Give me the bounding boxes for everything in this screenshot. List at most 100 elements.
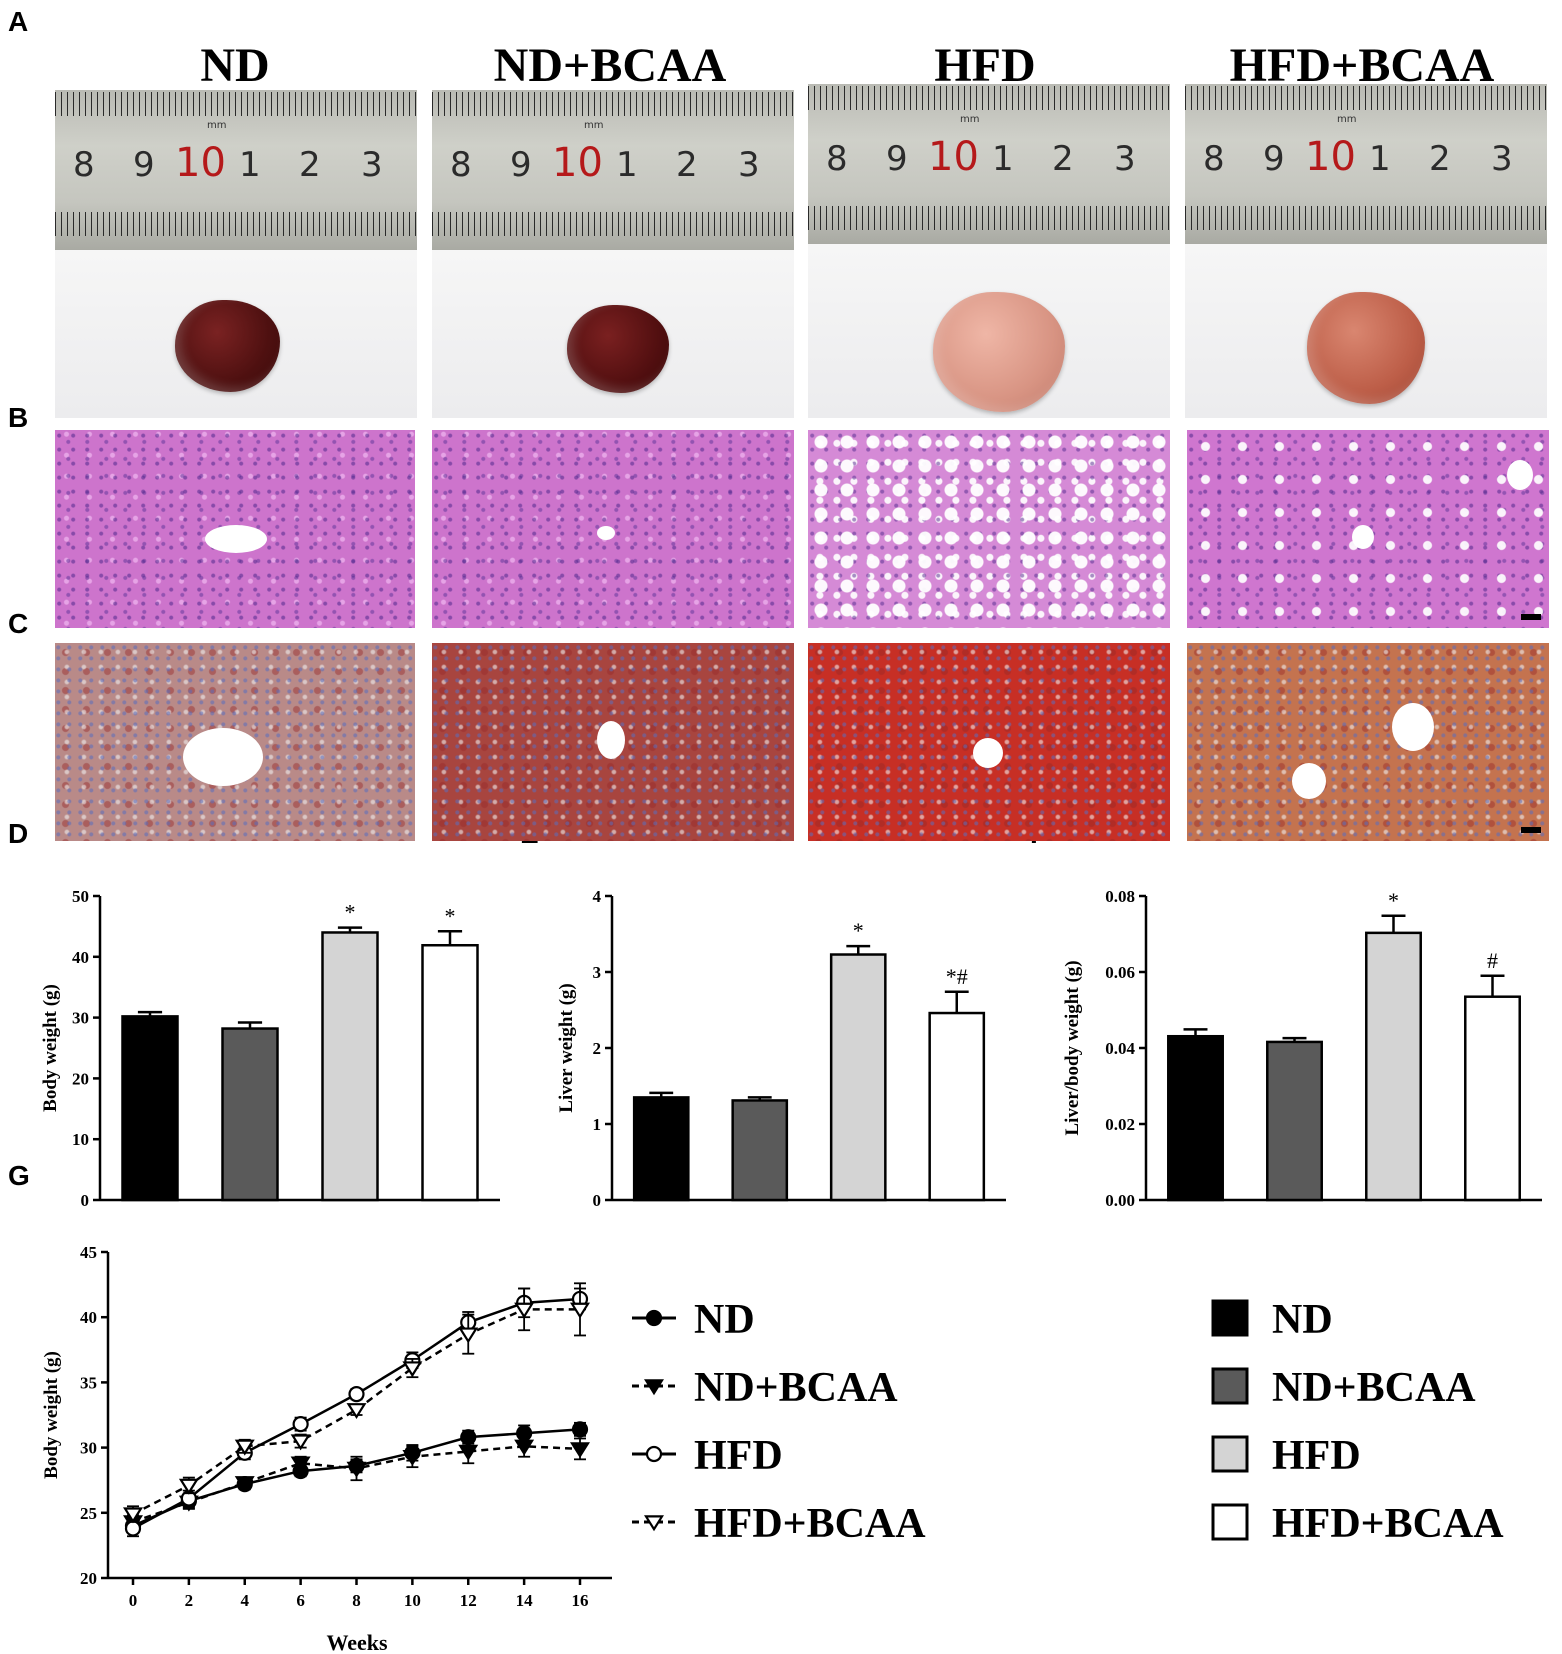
ruler: mm 8 9 10 1 2 3 bbox=[1185, 84, 1547, 244]
y-axis-label: Liver/body weight (g) bbox=[1062, 960, 1083, 1135]
legend-marker bbox=[644, 1515, 664, 1532]
ruler-ticks bbox=[55, 92, 417, 116]
bar bbox=[1464, 995, 1521, 1202]
data-point bbox=[571, 1421, 589, 1438]
liver-photo: mm 8 9 10 1 2 3 bbox=[808, 84, 1170, 418]
bar bbox=[1167, 1034, 1224, 1202]
legend-label: HFD+BCAA bbox=[1272, 1501, 1504, 1547]
x-tick-label: 2 bbox=[185, 1591, 194, 1610]
data-point bbox=[178, 1478, 199, 1495]
data-point bbox=[123, 1515, 143, 1532]
x-tick-label: 16 bbox=[572, 1591, 589, 1610]
ruler-number: 2 bbox=[1052, 139, 1074, 179]
liver-specimen bbox=[1307, 292, 1425, 404]
legend-label: ND+BCAA bbox=[1272, 1365, 1476, 1411]
x-tick-label: 0 bbox=[129, 1591, 138, 1610]
ruler-number: 3 bbox=[738, 145, 760, 185]
y-tick-label: 50 bbox=[72, 887, 89, 906]
y-tick-label: 20 bbox=[72, 1069, 89, 1088]
ruler-number: 3 bbox=[1491, 139, 1513, 179]
central-vein bbox=[1292, 763, 1326, 799]
y-tick-label: 45 bbox=[80, 1243, 97, 1262]
data-point bbox=[404, 1444, 421, 1461]
y-tick-label: 0 bbox=[593, 1191, 602, 1210]
ruler-number: 8 bbox=[450, 145, 472, 185]
panel-label-c: C bbox=[8, 608, 29, 639]
y-tick-label: 0.04 bbox=[1105, 1039, 1135, 1058]
ruler-number: 10 bbox=[175, 140, 226, 186]
ruler-number: 9 bbox=[1263, 139, 1285, 179]
y-tick-label: 30 bbox=[72, 1009, 89, 1028]
liver-specimen bbox=[933, 292, 1065, 412]
data-point bbox=[236, 1444, 253, 1461]
data-point bbox=[570, 1442, 590, 1459]
legend-marker bbox=[644, 1379, 664, 1396]
ruler-unit: mm bbox=[960, 114, 980, 125]
ruler-number: 1 bbox=[1369, 139, 1391, 179]
group-title-nd-bcaa: ND+BCAA bbox=[493, 39, 727, 92]
data-point bbox=[460, 1429, 477, 1446]
y-tick-label: 40 bbox=[80, 1308, 97, 1327]
ruler-ticks bbox=[55, 212, 417, 236]
panel-label-d: D bbox=[8, 818, 29, 849]
legend-marker bbox=[645, 1445, 663, 1463]
legend-swatch bbox=[1211, 1367, 1249, 1405]
ruler: mm 8 9 10 1 2 3 bbox=[55, 90, 417, 250]
ruler-number: 10 bbox=[552, 140, 603, 186]
data-point bbox=[516, 1425, 533, 1442]
y-axis-label: Liver weight (g) bbox=[556, 983, 577, 1112]
ruler-number: 9 bbox=[133, 145, 155, 185]
data-point bbox=[458, 1327, 479, 1344]
series-line bbox=[132, 1428, 581, 1527]
central-vein bbox=[1392, 703, 1434, 751]
legend-label: ND+BCAA bbox=[694, 1365, 898, 1411]
scale-bar bbox=[1521, 614, 1541, 620]
y-tick-label: 25 bbox=[80, 1504, 97, 1523]
y-tick-label: 0.08 bbox=[1105, 887, 1135, 906]
ruler-number: 9 bbox=[886, 139, 908, 179]
central-vein bbox=[597, 721, 625, 759]
data-point bbox=[516, 1294, 533, 1311]
ruler: mm 8 9 10 1 2 3 bbox=[432, 90, 794, 250]
significance-mark: * bbox=[445, 903, 456, 928]
series-line bbox=[132, 1308, 580, 1516]
he-section-nd-bcaa bbox=[432, 430, 794, 628]
ruler-unit: mm bbox=[207, 120, 227, 131]
oil-red-section-hfd bbox=[808, 643, 1170, 841]
ruler-number: 1 bbox=[616, 145, 638, 185]
liver-photo: mm 8 9 10 1 2 3 bbox=[1185, 84, 1547, 418]
ruler-number: 8 bbox=[1203, 139, 1225, 179]
x-tick-label: 6 bbox=[296, 1591, 305, 1610]
bar bbox=[221, 1027, 279, 1202]
he-section-hfd-bcaa bbox=[1187, 430, 1549, 628]
ruler-number: 10 bbox=[1305, 134, 1356, 180]
data-point bbox=[292, 1462, 309, 1480]
legend-swatch bbox=[1211, 1299, 1249, 1337]
data-point bbox=[402, 1450, 423, 1467]
y-tick-label: 1 bbox=[593, 1115, 602, 1134]
y-axis-label: Body weight (g) bbox=[41, 1351, 62, 1479]
ruler-number: 3 bbox=[1114, 139, 1136, 179]
y-tick-label: 10 bbox=[72, 1130, 89, 1149]
bar bbox=[1266, 1040, 1323, 1202]
y-axis-label: Body weight (g) bbox=[40, 984, 61, 1112]
ruler-number: 10 bbox=[928, 134, 979, 180]
central-vein bbox=[1507, 460, 1533, 490]
data-point bbox=[180, 1490, 197, 1507]
legend-label: HFD bbox=[694, 1433, 783, 1479]
ruler: mm 8 9 10 1 2 3 bbox=[808, 84, 1170, 244]
data-point bbox=[178, 1495, 199, 1512]
liver-photo: mm 8 9 10 1 2 3 bbox=[432, 90, 794, 418]
data-point bbox=[348, 1457, 365, 1474]
ruler-number: 1 bbox=[992, 139, 1014, 179]
group-title-hfd: HFD bbox=[934, 39, 1036, 92]
data-point bbox=[290, 1456, 311, 1473]
data-point bbox=[514, 1439, 535, 1456]
y-tick-label: 0 bbox=[81, 1191, 90, 1210]
data-point bbox=[123, 1507, 143, 1524]
y-tick-label: 40 bbox=[72, 948, 89, 967]
significance-mark: * bbox=[1388, 888, 1399, 913]
series-line bbox=[132, 1445, 581, 1524]
data-point bbox=[290, 1434, 311, 1451]
y-tick-label: 20 bbox=[80, 1569, 97, 1588]
